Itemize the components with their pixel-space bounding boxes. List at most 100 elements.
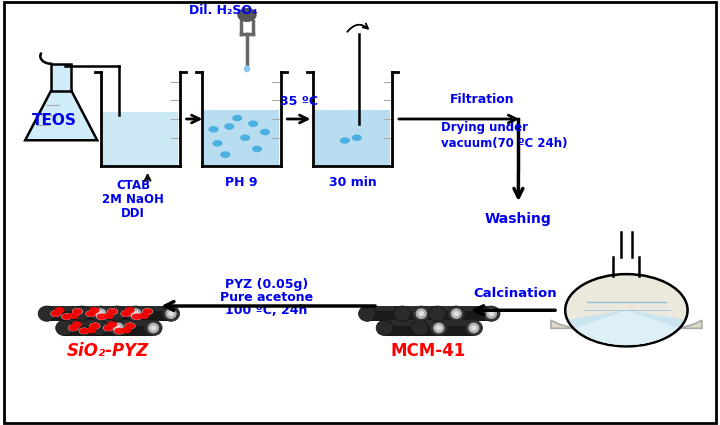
Polygon shape — [551, 320, 702, 332]
Text: TEOS: TEOS — [32, 113, 76, 128]
Ellipse shape — [471, 325, 477, 331]
Ellipse shape — [92, 306, 109, 321]
Ellipse shape — [411, 320, 428, 336]
Polygon shape — [420, 320, 474, 326]
Ellipse shape — [376, 320, 393, 336]
Ellipse shape — [163, 306, 180, 321]
Circle shape — [132, 314, 141, 319]
Circle shape — [213, 141, 222, 146]
Polygon shape — [82, 306, 136, 321]
Text: Calcination: Calcination — [473, 286, 557, 300]
Polygon shape — [47, 306, 101, 312]
Polygon shape — [367, 306, 421, 321]
Polygon shape — [47, 306, 101, 321]
Ellipse shape — [448, 306, 465, 321]
Polygon shape — [438, 306, 491, 321]
Wedge shape — [570, 310, 683, 345]
Ellipse shape — [418, 311, 424, 316]
Polygon shape — [402, 306, 456, 321]
Circle shape — [80, 329, 89, 334]
Polygon shape — [99, 320, 153, 326]
Circle shape — [233, 116, 242, 121]
Text: Pure acetone: Pure acetone — [220, 291, 313, 304]
Ellipse shape — [115, 325, 122, 331]
Ellipse shape — [245, 66, 250, 72]
Circle shape — [126, 323, 135, 329]
Ellipse shape — [488, 311, 495, 316]
Polygon shape — [315, 110, 390, 166]
Circle shape — [122, 311, 130, 316]
Circle shape — [73, 309, 82, 314]
Ellipse shape — [145, 320, 162, 336]
Polygon shape — [204, 110, 279, 166]
Polygon shape — [367, 306, 421, 312]
Ellipse shape — [433, 323, 444, 333]
Circle shape — [225, 124, 233, 129]
Ellipse shape — [127, 306, 145, 321]
Text: 35 ºC: 35 ºC — [280, 95, 318, 108]
Ellipse shape — [133, 311, 139, 316]
Text: 30 min: 30 min — [329, 176, 377, 190]
Polygon shape — [117, 306, 171, 312]
Polygon shape — [64, 320, 118, 336]
Circle shape — [253, 146, 261, 151]
Polygon shape — [438, 306, 491, 312]
Polygon shape — [117, 306, 171, 321]
Ellipse shape — [113, 323, 124, 333]
Ellipse shape — [150, 325, 156, 331]
Ellipse shape — [413, 306, 430, 321]
Text: PH 9: PH 9 — [225, 176, 258, 190]
Circle shape — [104, 326, 113, 331]
Text: MCM-41: MCM-41 — [391, 342, 466, 360]
Polygon shape — [25, 91, 97, 140]
Ellipse shape — [394, 306, 411, 321]
Ellipse shape — [38, 306, 55, 321]
Text: Washing: Washing — [485, 212, 552, 227]
Ellipse shape — [73, 306, 91, 321]
Ellipse shape — [359, 306, 376, 321]
Circle shape — [70, 313, 78, 318]
Circle shape — [353, 135, 361, 140]
Polygon shape — [64, 320, 118, 326]
Circle shape — [87, 328, 96, 333]
Ellipse shape — [482, 306, 500, 321]
Polygon shape — [99, 320, 153, 336]
Circle shape — [73, 322, 81, 327]
Ellipse shape — [451, 308, 462, 319]
Circle shape — [261, 130, 269, 135]
Circle shape — [241, 135, 250, 140]
Text: PYZ (0.05g): PYZ (0.05g) — [225, 278, 308, 291]
Polygon shape — [402, 306, 456, 312]
Circle shape — [108, 322, 117, 327]
Circle shape — [125, 308, 134, 313]
Circle shape — [86, 311, 95, 316]
Ellipse shape — [468, 323, 480, 333]
Ellipse shape — [415, 308, 427, 319]
Circle shape — [55, 308, 64, 313]
Ellipse shape — [429, 306, 446, 321]
Ellipse shape — [238, 8, 256, 21]
Polygon shape — [82, 306, 136, 312]
Circle shape — [210, 127, 218, 132]
Circle shape — [249, 121, 258, 126]
Text: Drying under
vacuum(70 ºC 24h): Drying under vacuum(70 ºC 24h) — [441, 121, 567, 150]
Ellipse shape — [91, 320, 108, 336]
Circle shape — [104, 313, 113, 318]
Circle shape — [115, 329, 124, 334]
Polygon shape — [103, 111, 178, 166]
Ellipse shape — [454, 311, 459, 316]
Polygon shape — [384, 320, 438, 336]
Circle shape — [122, 328, 131, 333]
Text: CTAB: CTAB — [116, 178, 150, 192]
Text: DDI: DDI — [121, 207, 145, 221]
Polygon shape — [384, 320, 438, 326]
Circle shape — [143, 309, 152, 314]
Ellipse shape — [486, 308, 497, 319]
Ellipse shape — [148, 323, 159, 333]
Circle shape — [69, 326, 78, 331]
Ellipse shape — [465, 320, 482, 336]
Text: Dil. H₂SO₄: Dil. H₂SO₄ — [189, 4, 258, 17]
Circle shape — [140, 313, 148, 318]
Ellipse shape — [130, 308, 142, 319]
Polygon shape — [51, 64, 71, 91]
